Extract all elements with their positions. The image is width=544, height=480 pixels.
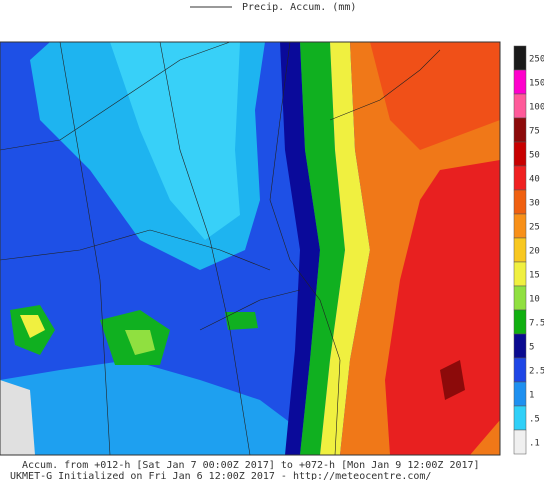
colorbar-label: 15	[529, 271, 540, 281]
zone-dark-red	[440, 360, 465, 400]
zone-red	[385, 160, 500, 455]
colorbar-swatch	[513, 285, 527, 311]
colorbar-swatch	[513, 165, 527, 191]
colorbar-label: .1	[529, 439, 540, 449]
colorbar-swatch	[513, 69, 527, 95]
map-frame	[0, 41, 501, 456]
colorbar-swatch	[513, 381, 527, 407]
colorbar-label: 100	[529, 103, 544, 113]
zone-navy	[280, 42, 320, 455]
colorbar-label: 5	[529, 343, 534, 353]
colorbar-swatch	[513, 333, 527, 359]
blob-lime-2	[125, 330, 155, 355]
map	[0, 41, 501, 456]
colorbar-label: 250	[529, 55, 544, 65]
colorbar-label: .5	[529, 415, 540, 425]
colorbar-swatch	[513, 45, 527, 71]
zone-cyan	[110, 42, 240, 240]
colorbar-swatch	[513, 117, 527, 143]
boundaries	[0, 41, 441, 456]
colorbar-label: 150	[529, 79, 544, 89]
zone-south-blue	[0, 360, 300, 455]
colorbar-label: 2.5	[529, 367, 544, 377]
colorbar-label: 25	[529, 223, 540, 233]
colorbar-label: 30	[529, 199, 540, 209]
colorbar-label: 40	[529, 175, 540, 185]
colorbar-swatch	[513, 405, 527, 431]
colorbar-swatch	[513, 213, 527, 239]
legend-title: Precip. Accum. (mm)	[242, 2, 356, 13]
colorbar-swatch	[513, 237, 527, 263]
zone-red-orange	[370, 42, 500, 150]
colorbar-swatch	[513, 141, 527, 167]
colorbar-swatch	[513, 309, 527, 335]
colorbar: 250 150 100 75 50 40 30 25 20 15 10 7.5 5 2.5 1 .5 .1	[513, 45, 544, 455]
colorbar-swatch	[513, 189, 527, 215]
blob-green-3	[225, 312, 258, 330]
colorbar-swatch	[513, 429, 527, 455]
colorbar-label: 7.5	[529, 319, 544, 329]
colorbar-label: 20	[529, 247, 540, 257]
colorbar-label: 75	[529, 127, 540, 137]
zone-dry	[0, 380, 35, 455]
colorbar-label: 50	[529, 151, 540, 161]
colorbar-label: 1	[529, 391, 534, 401]
colorbar-swatch	[513, 261, 527, 287]
zone-green	[300, 42, 345, 455]
zone-yellow	[320, 42, 370, 455]
blob-yellow-1	[20, 315, 45, 338]
colorbar-swatch	[513, 357, 527, 383]
footer-line-1: Accum. from +012-h [Sat Jan 7 00:00Z 201…	[22, 460, 480, 471]
colorbar-label: 10	[529, 295, 540, 305]
colorbar-swatch	[513, 93, 527, 119]
footer-line-2: UKMET-G Initialized on Fri Jan 6 12:00Z …	[10, 471, 431, 480]
